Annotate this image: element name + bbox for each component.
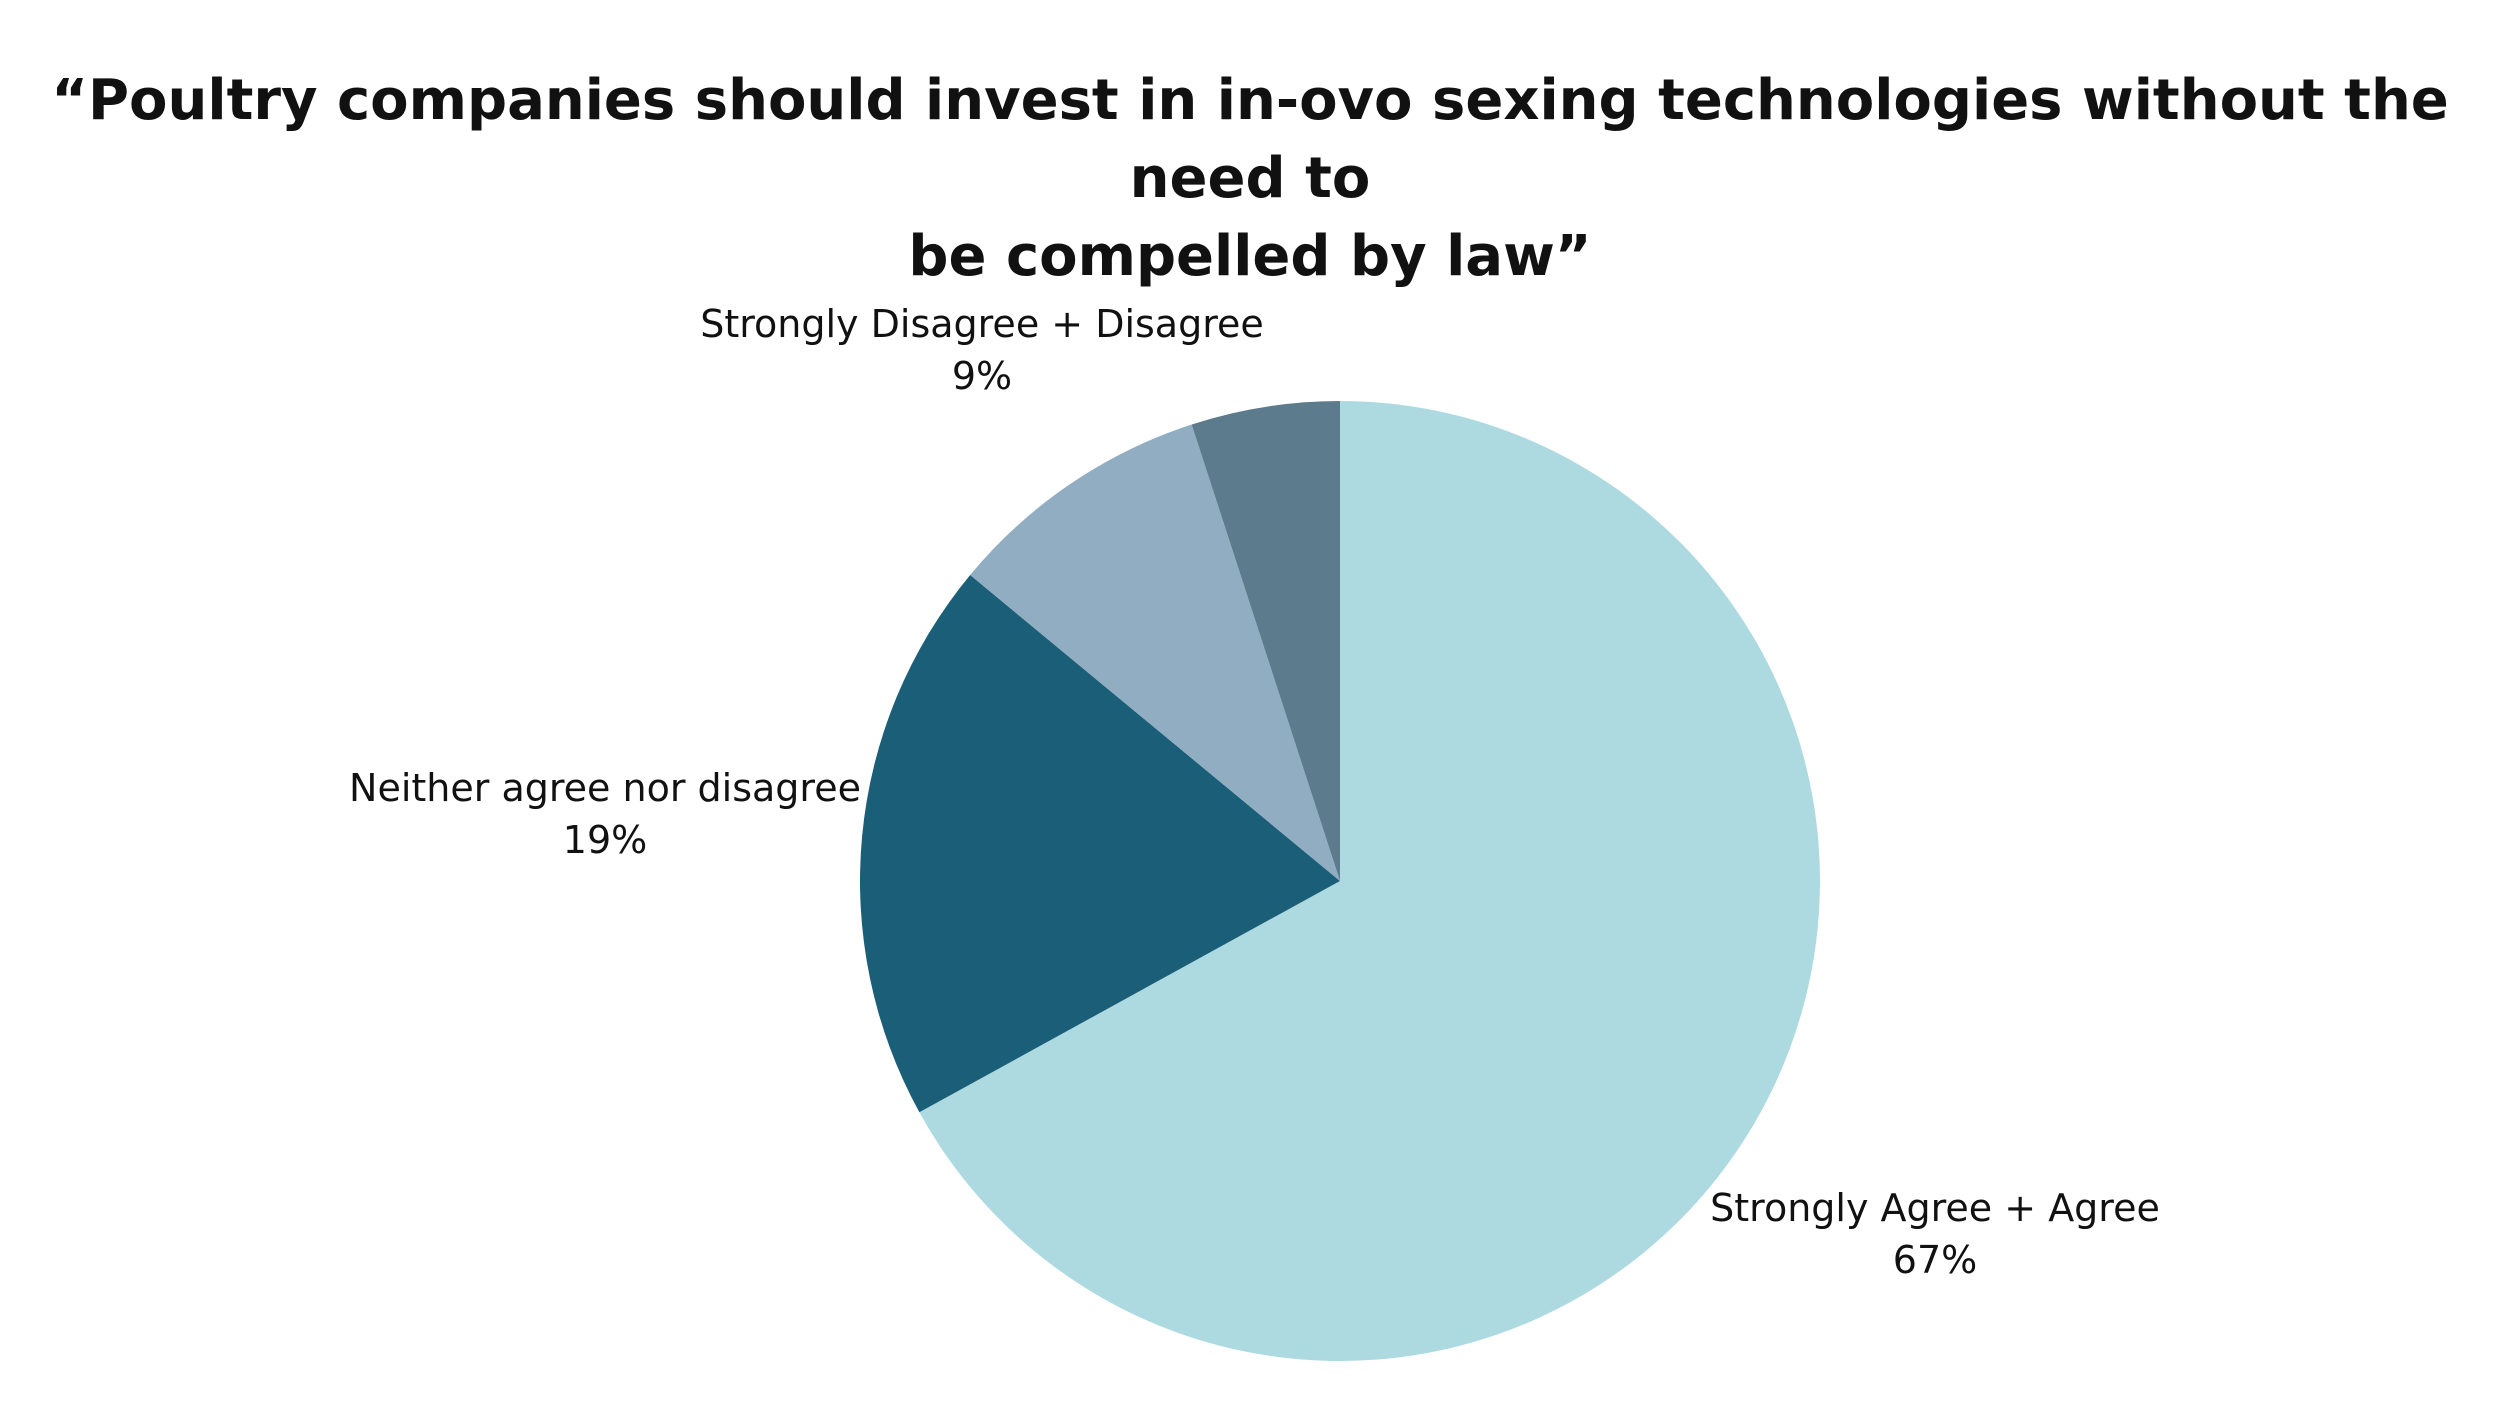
slice-label-value: 9% xyxy=(951,354,1013,398)
pie-slice-strongly-agree xyxy=(919,401,1820,1362)
slice-label-value: 19% xyxy=(562,818,648,862)
slice-label-value: 67% xyxy=(1892,1238,1978,1282)
slice-label-strongly-agree: Strongly Agree + Agree 67% xyxy=(1710,1182,2160,1286)
pie-slice-neither xyxy=(860,575,1340,1113)
slice-label-strongly-disagree: Strongly Disagree + Disagree 9% xyxy=(700,298,1264,402)
pie-slice-unlabeled xyxy=(1191,401,1340,881)
slice-label-name: Strongly Agree + Agree xyxy=(1710,1186,2160,1230)
slice-label-neither: Neither agree nor disagree 19% xyxy=(349,762,861,866)
slice-label-name: Neither agree nor disagree xyxy=(349,766,861,810)
chart-title-line-2: be compelled by law” xyxy=(908,224,1592,289)
chart-title-line-1: “Poultry companies should invest in in-o… xyxy=(51,68,2449,211)
slice-label-name: Strongly Disagree + Disagree xyxy=(700,302,1264,346)
pie-slice-strongly-disagree xyxy=(970,424,1340,881)
chart-title: “Poultry companies should invest in in-o… xyxy=(0,62,2500,296)
